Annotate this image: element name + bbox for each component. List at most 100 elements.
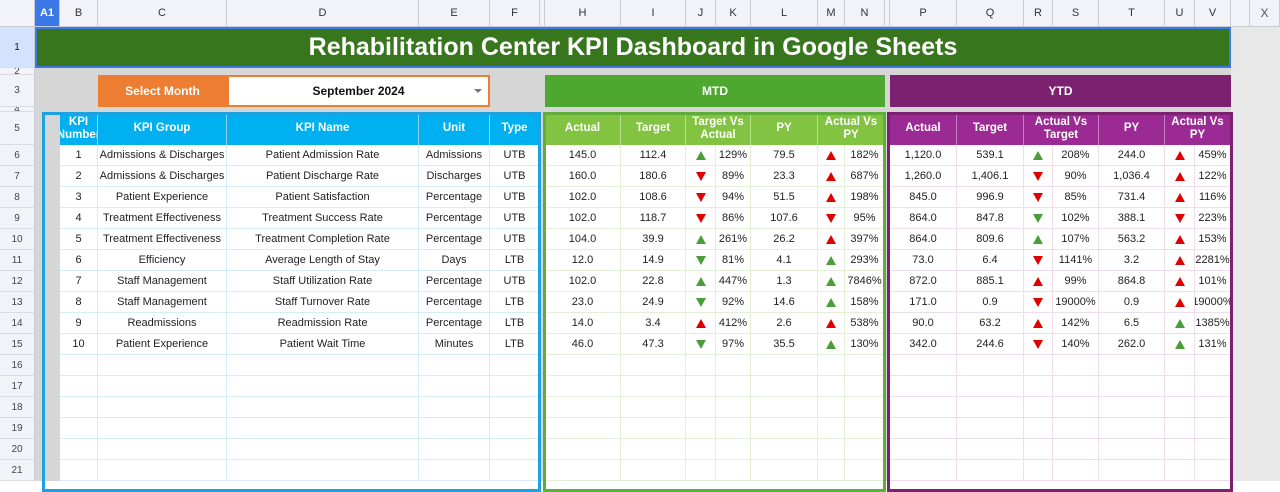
ytd-actual-vs-target-cell[interactable]	[1053, 418, 1099, 439]
ytd-py-cell[interactable]: 864.8	[1099, 271, 1165, 292]
ytd-actual-vs-target-cell[interactable]: 90%	[1053, 166, 1099, 187]
column-header[interactable]: K	[716, 0, 751, 27]
kpi-num-cell[interactable]	[60, 439, 98, 460]
kpi-name-cell[interactable]	[227, 397, 419, 418]
row-header[interactable]: 7	[0, 166, 35, 187]
kpi-num-cell[interactable]: 6	[60, 250, 98, 271]
mtd-py-cell[interactable]	[751, 460, 818, 481]
kpi-num-cell[interactable]: 10	[60, 334, 98, 355]
empty-cell[interactable]	[818, 355, 845, 376]
row-header[interactable]: 9	[0, 208, 35, 229]
kpi-group-cell[interactable]: Readmissions	[98, 313, 227, 334]
kpi-name-cell[interactable]	[227, 418, 419, 439]
empty-cell[interactable]	[1165, 376, 1195, 397]
kpi-type-cell[interactable]: LTB	[490, 250, 540, 271]
kpi-name-cell[interactable]	[227, 376, 419, 397]
mtd-target-cell[interactable]	[621, 355, 686, 376]
ytd-actual-vs-target-cell[interactable]: 208%	[1053, 145, 1099, 166]
kpi-group-cell[interactable]	[98, 397, 227, 418]
ytd-actual-cell[interactable]	[890, 460, 957, 481]
mtd-py-cell[interactable]: 35.5	[751, 334, 818, 355]
empty-cell[interactable]	[1024, 439, 1053, 460]
kpi-type-cell[interactable]	[490, 355, 540, 376]
mtd-actual-vs-py-cell[interactable]: 7846%	[845, 271, 885, 292]
ytd-py-cell[interactable]: 1,036.4	[1099, 166, 1165, 187]
kpi-unit-cell[interactable]: Admissions	[419, 145, 490, 166]
mtd-actual-cell[interactable]: 14.0	[545, 313, 621, 334]
mtd-actual-vs-py-cell[interactable]: 130%	[845, 334, 885, 355]
column-header[interactable]: U	[1165, 0, 1195, 27]
kpi-unit-cell[interactable]	[419, 355, 490, 376]
kpi-group-cell[interactable]: Admissions & Discharges	[98, 145, 227, 166]
column-header[interactable]: R	[1024, 0, 1053, 27]
ytd-actual-cell[interactable]	[890, 439, 957, 460]
ytd-target-cell[interactable]	[957, 439, 1024, 460]
mtd-target-cell[interactable]: 118.7	[621, 208, 686, 229]
kpi-unit-cell[interactable]: Discharges	[419, 166, 490, 187]
kpi-num-cell[interactable]	[60, 376, 98, 397]
row-header[interactable]: 8	[0, 187, 35, 208]
kpi-num-cell[interactable]: 1	[60, 145, 98, 166]
column-header[interactable]: H	[545, 0, 621, 27]
kpi-unit-cell[interactable]: Percentage	[419, 187, 490, 208]
column-header[interactable]: C	[98, 0, 227, 27]
ytd-actual-cell[interactable]	[890, 397, 957, 418]
kpi-num-cell[interactable]	[60, 355, 98, 376]
mtd-target-cell[interactable]: 24.9	[621, 292, 686, 313]
ytd-py-cell[interactable]: 388.1	[1099, 208, 1165, 229]
mtd-actual-vs-py-cell[interactable]	[845, 355, 885, 376]
empty-cell[interactable]	[818, 460, 845, 481]
mtd-target-vs-actual-cell[interactable]: 94%	[716, 187, 751, 208]
empty-cell[interactable]	[1024, 355, 1053, 376]
column-header[interactable]: P	[890, 0, 957, 27]
row-header[interactable]: 20	[0, 439, 35, 460]
ytd-actual-vs-py-cell[interactable]: 122%	[1195, 166, 1231, 187]
mtd-actual-vs-py-cell[interactable]: 687%	[845, 166, 885, 187]
mtd-actual-vs-py-cell[interactable]	[845, 397, 885, 418]
mtd-target-vs-actual-cell[interactable]	[716, 355, 751, 376]
mtd-py-cell[interactable]: 107.6	[751, 208, 818, 229]
kpi-name-cell[interactable]	[227, 460, 419, 481]
column-header[interactable]	[540, 0, 545, 27]
mtd-actual-vs-py-cell[interactable]: 397%	[845, 229, 885, 250]
ytd-actual-vs-target-cell[interactable]: 107%	[1053, 229, 1099, 250]
empty-cell[interactable]	[1165, 397, 1195, 418]
row-header[interactable]: 2	[0, 68, 35, 75]
kpi-name-cell[interactable]: Patient Wait Time	[227, 334, 419, 355]
kpi-num-cell[interactable]: 4	[60, 208, 98, 229]
kpi-name-cell[interactable]: Staff Utilization Rate	[227, 271, 419, 292]
mtd-target-cell[interactable]: 108.6	[621, 187, 686, 208]
row-header[interactable]: 11	[0, 250, 35, 271]
kpi-type-cell[interactable]	[490, 376, 540, 397]
ytd-actual-cell[interactable]: 171.0	[890, 292, 957, 313]
mtd-actual-cell[interactable]: 104.0	[545, 229, 621, 250]
kpi-num-cell[interactable]: 2	[60, 166, 98, 187]
mtd-target-vs-actual-cell[interactable]	[716, 439, 751, 460]
ytd-target-cell[interactable]: 1,406.1	[957, 166, 1024, 187]
kpi-num-cell[interactable]: 3	[60, 187, 98, 208]
kpi-name-cell[interactable]: Patient Satisfaction	[227, 187, 419, 208]
kpi-unit-cell[interactable]	[419, 439, 490, 460]
kpi-group-cell[interactable]	[98, 439, 227, 460]
ytd-actual-cell[interactable]: 864.0	[890, 208, 957, 229]
ytd-actual-cell[interactable]: 90.0	[890, 313, 957, 334]
kpi-group-cell[interactable]: Efficiency	[98, 250, 227, 271]
ytd-actual-cell[interactable]	[890, 355, 957, 376]
kpi-type-cell[interactable]	[490, 439, 540, 460]
ytd-actual-vs-target-cell[interactable]	[1053, 355, 1099, 376]
mtd-actual-cell[interactable]	[545, 439, 621, 460]
ytd-actual-vs-target-cell[interactable]	[1053, 439, 1099, 460]
close-button[interactable]: X	[1250, 0, 1280, 27]
empty-cell[interactable]	[1024, 397, 1053, 418]
mtd-target-vs-actual-cell[interactable]: 261%	[716, 229, 751, 250]
row-header[interactable]: 15	[0, 334, 35, 355]
empty-cell[interactable]	[686, 355, 716, 376]
empty-cell[interactable]	[686, 397, 716, 418]
column-header[interactable]: E	[419, 0, 490, 27]
kpi-group-cell[interactable]	[98, 418, 227, 439]
kpi-name-cell[interactable]: Staff Turnover Rate	[227, 292, 419, 313]
mtd-target-vs-actual-cell[interactable]	[716, 460, 751, 481]
kpi-unit-cell[interactable]: Percentage	[419, 271, 490, 292]
mtd-actual-vs-py-cell[interactable]: 158%	[845, 292, 885, 313]
ytd-py-cell[interactable]	[1099, 397, 1165, 418]
